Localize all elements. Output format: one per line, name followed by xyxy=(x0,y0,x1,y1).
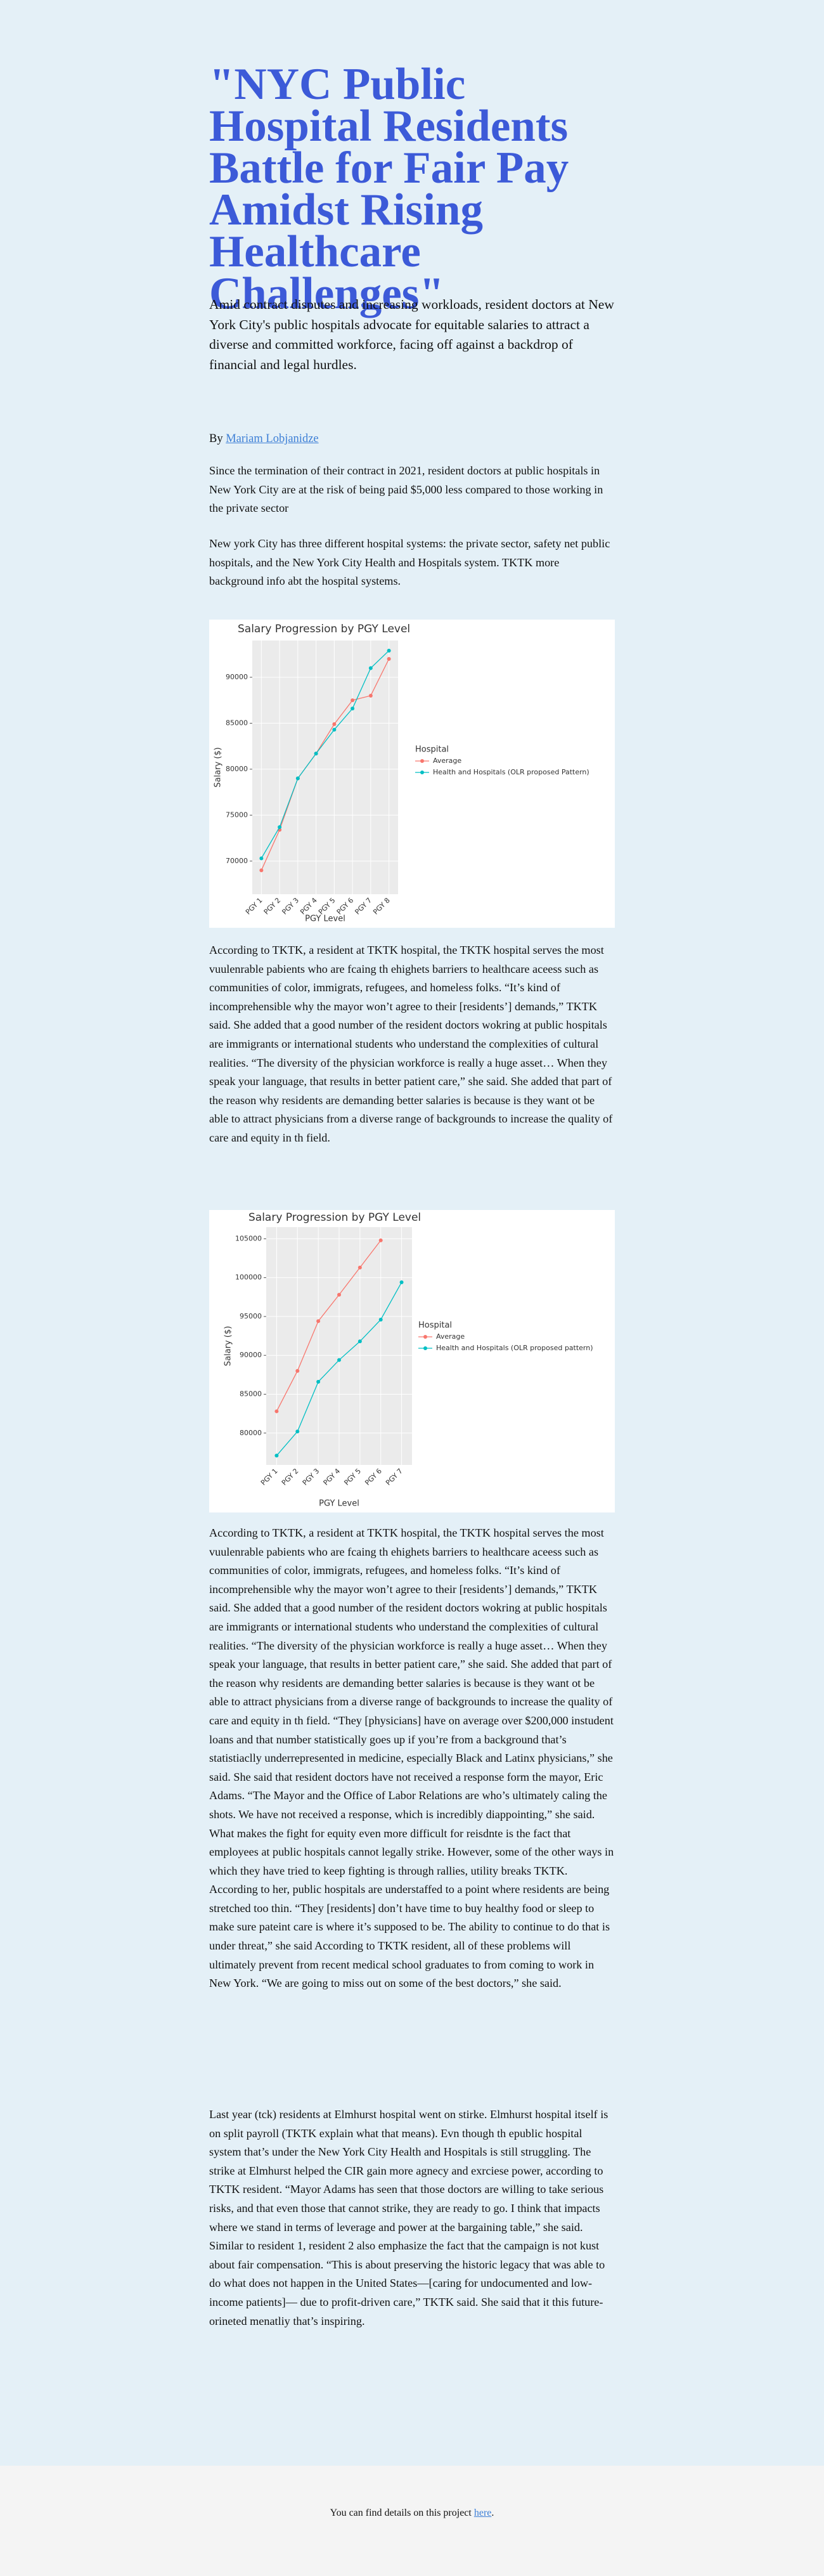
point xyxy=(259,868,264,873)
point xyxy=(357,1339,362,1344)
y-tick-label: 95000 xyxy=(240,1312,262,1320)
y-tick-label: 90000 xyxy=(226,673,248,681)
point xyxy=(368,666,373,670)
footer-line: You can find details on this project her… xyxy=(0,2508,824,2519)
y-tick-label: 80000 xyxy=(226,765,248,773)
point xyxy=(337,1292,341,1297)
chart-card: Salary Progression by PGY Level 80000 8500… xyxy=(209,1210,615,1512)
point xyxy=(332,727,337,732)
headline: "NYC Public Hospital Residents Battle fo… xyxy=(209,60,569,318)
point xyxy=(357,1265,362,1270)
point xyxy=(316,1379,321,1384)
footer: You can find details on this project her… xyxy=(0,2466,824,2576)
point xyxy=(314,751,318,756)
y-axis-title: Salary ($) xyxy=(214,747,223,787)
paragraph: According to TKTK, a resident at TKTK ho… xyxy=(209,1526,614,1990)
footer-text: You can find details on this project xyxy=(330,2508,472,2518)
legend-marker xyxy=(420,759,424,763)
point xyxy=(378,1317,383,1322)
point xyxy=(368,693,373,698)
point xyxy=(351,706,355,711)
y-tick-label: 105000 xyxy=(235,1234,262,1242)
byline: By Mariam Lobjanidze xyxy=(209,433,615,446)
x-tick-label: PGY 6 xyxy=(363,1467,383,1487)
legend-marker xyxy=(423,1335,427,1339)
subtitle: Amid contract disputes and increasing wo… xyxy=(209,297,614,372)
legend-marker xyxy=(420,771,424,774)
legend-title: Hospital xyxy=(418,1321,452,1330)
chart: Salary Progression by PGY Level 80000 8500… xyxy=(224,1211,593,1509)
x-tick-label: PGY 5 xyxy=(317,896,337,916)
paragraph: Since the termination of their contract … xyxy=(209,464,603,515)
point xyxy=(316,1319,321,1324)
series-line xyxy=(261,658,390,871)
point xyxy=(337,1358,341,1362)
point xyxy=(278,825,282,829)
point xyxy=(295,776,300,781)
point xyxy=(295,1429,300,1434)
x-axis-title: PGY Level xyxy=(319,1499,359,1509)
x-tick-label: PGY 7 xyxy=(384,1467,404,1487)
x-tick-label: PGY 7 xyxy=(353,896,373,916)
point xyxy=(378,1238,383,1242)
legend-title: Hospital xyxy=(415,745,449,755)
point xyxy=(351,698,355,703)
chart: Salary Progression by PGY Level 70000 7500… xyxy=(214,623,589,924)
y-tick-label: 90000 xyxy=(240,1351,262,1359)
point xyxy=(387,648,391,653)
series-line xyxy=(276,1240,382,1412)
y-tick-label: 75000 xyxy=(226,810,248,819)
x-tick-label: PGY 3 xyxy=(280,896,300,916)
x-tick-label: PGY 3 xyxy=(301,1467,321,1487)
series-line xyxy=(261,650,390,859)
legend-marker xyxy=(423,1346,427,1350)
x-tick-label: PGY 5 xyxy=(342,1467,363,1487)
y-tick-label: 85000 xyxy=(240,1389,262,1398)
point xyxy=(259,856,264,861)
y-axis-title: Salary ($) xyxy=(224,1326,233,1366)
paragraph: According to TKTK, a resident at TKTK ho… xyxy=(209,944,613,1144)
x-tick-label: PGY 6 xyxy=(335,896,356,916)
point xyxy=(387,656,391,661)
point xyxy=(332,722,337,726)
y-tick-label: 85000 xyxy=(226,719,248,727)
paragraph: New york City has three different hospit… xyxy=(209,537,610,588)
author-link[interactable]: Mariam Lobjanidze xyxy=(226,433,319,445)
x-tick-label: PGY 4 xyxy=(322,1467,342,1487)
x-tick-label: PGY 2 xyxy=(280,1467,300,1487)
x-tick-label: PGY 4 xyxy=(299,896,319,916)
plot-background xyxy=(252,641,398,894)
paragraph: Last year (tck) residents at Elmhurst ho… xyxy=(209,2108,608,2327)
legend-label: Health and Hospitals (OLR proposed patte… xyxy=(436,1344,593,1352)
chart-card: Salary Progression by PGY Level 70000 7500… xyxy=(209,620,615,928)
y-tick-label: 100000 xyxy=(235,1273,262,1282)
legend-label: Health and Hospitals (OLR proposed Patte… xyxy=(433,768,589,776)
chart-title: Salary Progression by PGY Level xyxy=(238,623,410,635)
chart-title: Salary Progression by PGY Level xyxy=(248,1211,421,1224)
point xyxy=(274,1409,279,1414)
x-tick-label: PGY 2 xyxy=(262,896,283,916)
x-tick-label: PGY 1 xyxy=(244,896,264,916)
x-axis-title: PGY Level xyxy=(305,914,345,924)
footer-end: . xyxy=(491,2508,494,2518)
legend-label: Average xyxy=(433,757,461,765)
point xyxy=(295,1369,300,1373)
point xyxy=(274,1454,279,1458)
x-tick-label: PGY 1 xyxy=(259,1467,280,1487)
footer-link[interactable]: here xyxy=(473,2508,492,2518)
point xyxy=(399,1280,404,1285)
legend-label: Average xyxy=(436,1332,465,1341)
x-tick-label: PGY 8 xyxy=(371,896,392,916)
byline-prefix: By xyxy=(209,433,223,445)
y-tick-label: 80000 xyxy=(240,1429,262,1437)
y-tick-label: 70000 xyxy=(226,857,248,865)
